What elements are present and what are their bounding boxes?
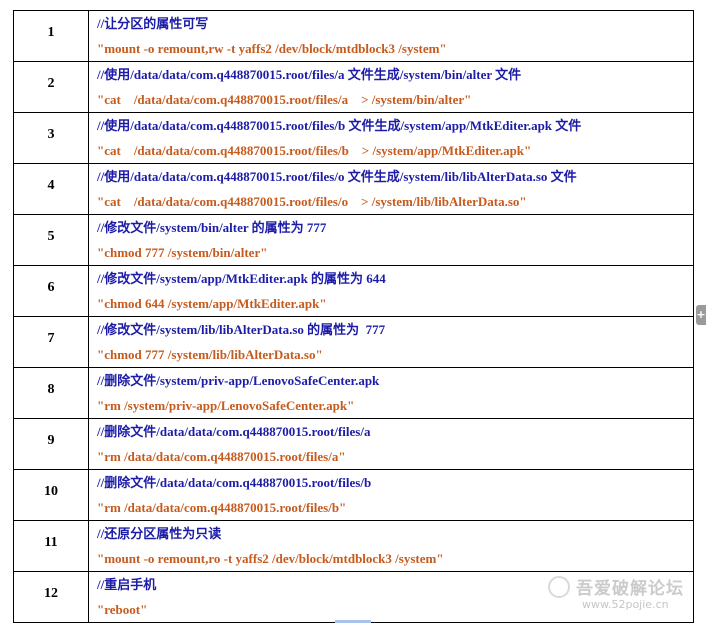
- step-comment: //还原分区属性为只读: [97, 526, 222, 541]
- table-row: 4 //使用/data/data/com.q448870015.root/fil…: [13, 163, 694, 215]
- table-row: 1 //让分区的属性可写 "mount -o remount,rw -t yaf…: [13, 10, 694, 62]
- table-row: 11 //还原分区属性为只读 "mount -o remount,ro -t y…: [13, 520, 694, 572]
- table-row: 5 //修改文件/system/bin/alter 的属性为 777 "chmo…: [13, 214, 694, 266]
- table-row: 3 //使用/data/data/com.q448870015.root/fil…: [13, 112, 694, 164]
- step-number: 7: [13, 316, 89, 368]
- step-comment: //修改文件/system/lib/libAlterData.so 的属性为 7…: [97, 322, 386, 337]
- step-content: //使用/data/data/com.q448870015.root/files…: [88, 61, 694, 113]
- step-command: "rm /data/data/com.q448870015.root/files…: [97, 449, 346, 464]
- step-comment: //使用/data/data/com.q448870015.root/files…: [97, 169, 577, 184]
- step-number: 8: [13, 367, 89, 419]
- step-command: "reboot": [97, 602, 148, 617]
- horizontal-scrollbar-thumb[interactable]: [335, 620, 371, 623]
- step-comment: //删除文件/data/data/com.q448870015.root/fil…: [97, 424, 371, 439]
- step-command: "mount -o remount,ro -t yaffs2 /dev/bloc…: [97, 551, 444, 566]
- step-comment: //删除文件/data/data/com.q448870015.root/fil…: [97, 475, 372, 490]
- table-row: 2 //使用/data/data/com.q448870015.root/fil…: [13, 61, 694, 113]
- step-number: 3: [13, 112, 89, 164]
- step-content: //使用/data/data/com.q448870015.root/files…: [88, 112, 694, 164]
- step-content: //修改文件/system/app/MtkEditer.apk 的属性为 644…: [88, 265, 694, 317]
- table-row: 7 //修改文件/system/lib/libAlterData.so 的属性为…: [13, 316, 694, 368]
- step-comment: //修改文件/system/bin/alter 的属性为 777: [97, 220, 327, 235]
- step-command: "cat /data/data/com.q448870015.root/file…: [97, 194, 527, 209]
- step-number: 1: [13, 10, 89, 62]
- table-row: 6 //修改文件/system/app/MtkEditer.apk 的属性为 6…: [13, 265, 694, 317]
- step-content: //修改文件/system/lib/libAlterData.so 的属性为 7…: [88, 316, 694, 368]
- step-command: "mount -o remount,rw -t yaffs2 /dev/bloc…: [97, 41, 447, 56]
- step-command: "cat /data/data/com.q448870015.root/file…: [97, 143, 532, 158]
- step-number: 10: [13, 469, 89, 521]
- step-content: //删除文件/data/data/com.q448870015.root/fil…: [88, 418, 694, 470]
- step-content: //让分区的属性可写 "mount -o remount,rw -t yaffs…: [88, 10, 694, 62]
- step-content: //删除文件/system/priv-app/LenovoSafeCenter.…: [88, 367, 694, 419]
- step-content: //修改文件/system/bin/alter 的属性为 777 "chmod …: [88, 214, 694, 266]
- step-command: "rm /system/priv-app/LenovoSafeCenter.ap…: [97, 398, 355, 413]
- table-row: 8 //删除文件/system/priv-app/LenovoSafeCente…: [13, 367, 694, 419]
- plus-icon: +: [696, 308, 706, 321]
- step-comment: //让分区的属性可写: [97, 16, 209, 31]
- step-command: "chmod 644 /system/app/MtkEditer.apk": [97, 296, 327, 311]
- step-comment: //删除文件/system/priv-app/LenovoSafeCenter.…: [97, 373, 380, 388]
- step-number: 12: [13, 571, 89, 623]
- step-number: 11: [13, 520, 89, 572]
- step-comment: //重启手机: [97, 577, 157, 592]
- step-comment: //使用/data/data/com.q448870015.root/files…: [97, 118, 582, 133]
- table-row: 10 //删除文件/data/data/com.q448870015.root/…: [13, 469, 694, 521]
- step-command: "rm /data/data/com.q448870015.root/files…: [97, 500, 347, 515]
- step-content: //重启手机 "reboot": [88, 571, 694, 623]
- table-row: 9 //删除文件/data/data/com.q448870015.root/f…: [13, 418, 694, 470]
- step-command: "cat /data/data/com.q448870015.root/file…: [97, 92, 472, 107]
- step-comment: //使用/data/data/com.q448870015.root/files…: [97, 67, 522, 82]
- step-content: //还原分区属性为只读 "mount -o remount,ro -t yaff…: [88, 520, 694, 572]
- step-number: 4: [13, 163, 89, 215]
- step-content: //删除文件/data/data/com.q448870015.root/fil…: [88, 469, 694, 521]
- step-number: 9: [13, 418, 89, 470]
- command-table: 1 //让分区的属性可写 "mount -o remount,rw -t yaf…: [13, 10, 694, 623]
- step-command: "chmod 777 /system/lib/libAlterData.so": [97, 347, 323, 362]
- expand-tab-button[interactable]: +: [696, 305, 706, 325]
- step-number: 6: [13, 265, 89, 317]
- step-number: 5: [13, 214, 89, 266]
- step-command: "chmod 777 /system/bin/alter": [97, 245, 268, 260]
- step-content: //使用/data/data/com.q448870015.root/files…: [88, 163, 694, 215]
- step-number: 2: [13, 61, 89, 113]
- step-comment: //修改文件/system/app/MtkEditer.apk 的属性为 644: [97, 271, 386, 286]
- table-row: 12 //重启手机 "reboot": [13, 571, 694, 623]
